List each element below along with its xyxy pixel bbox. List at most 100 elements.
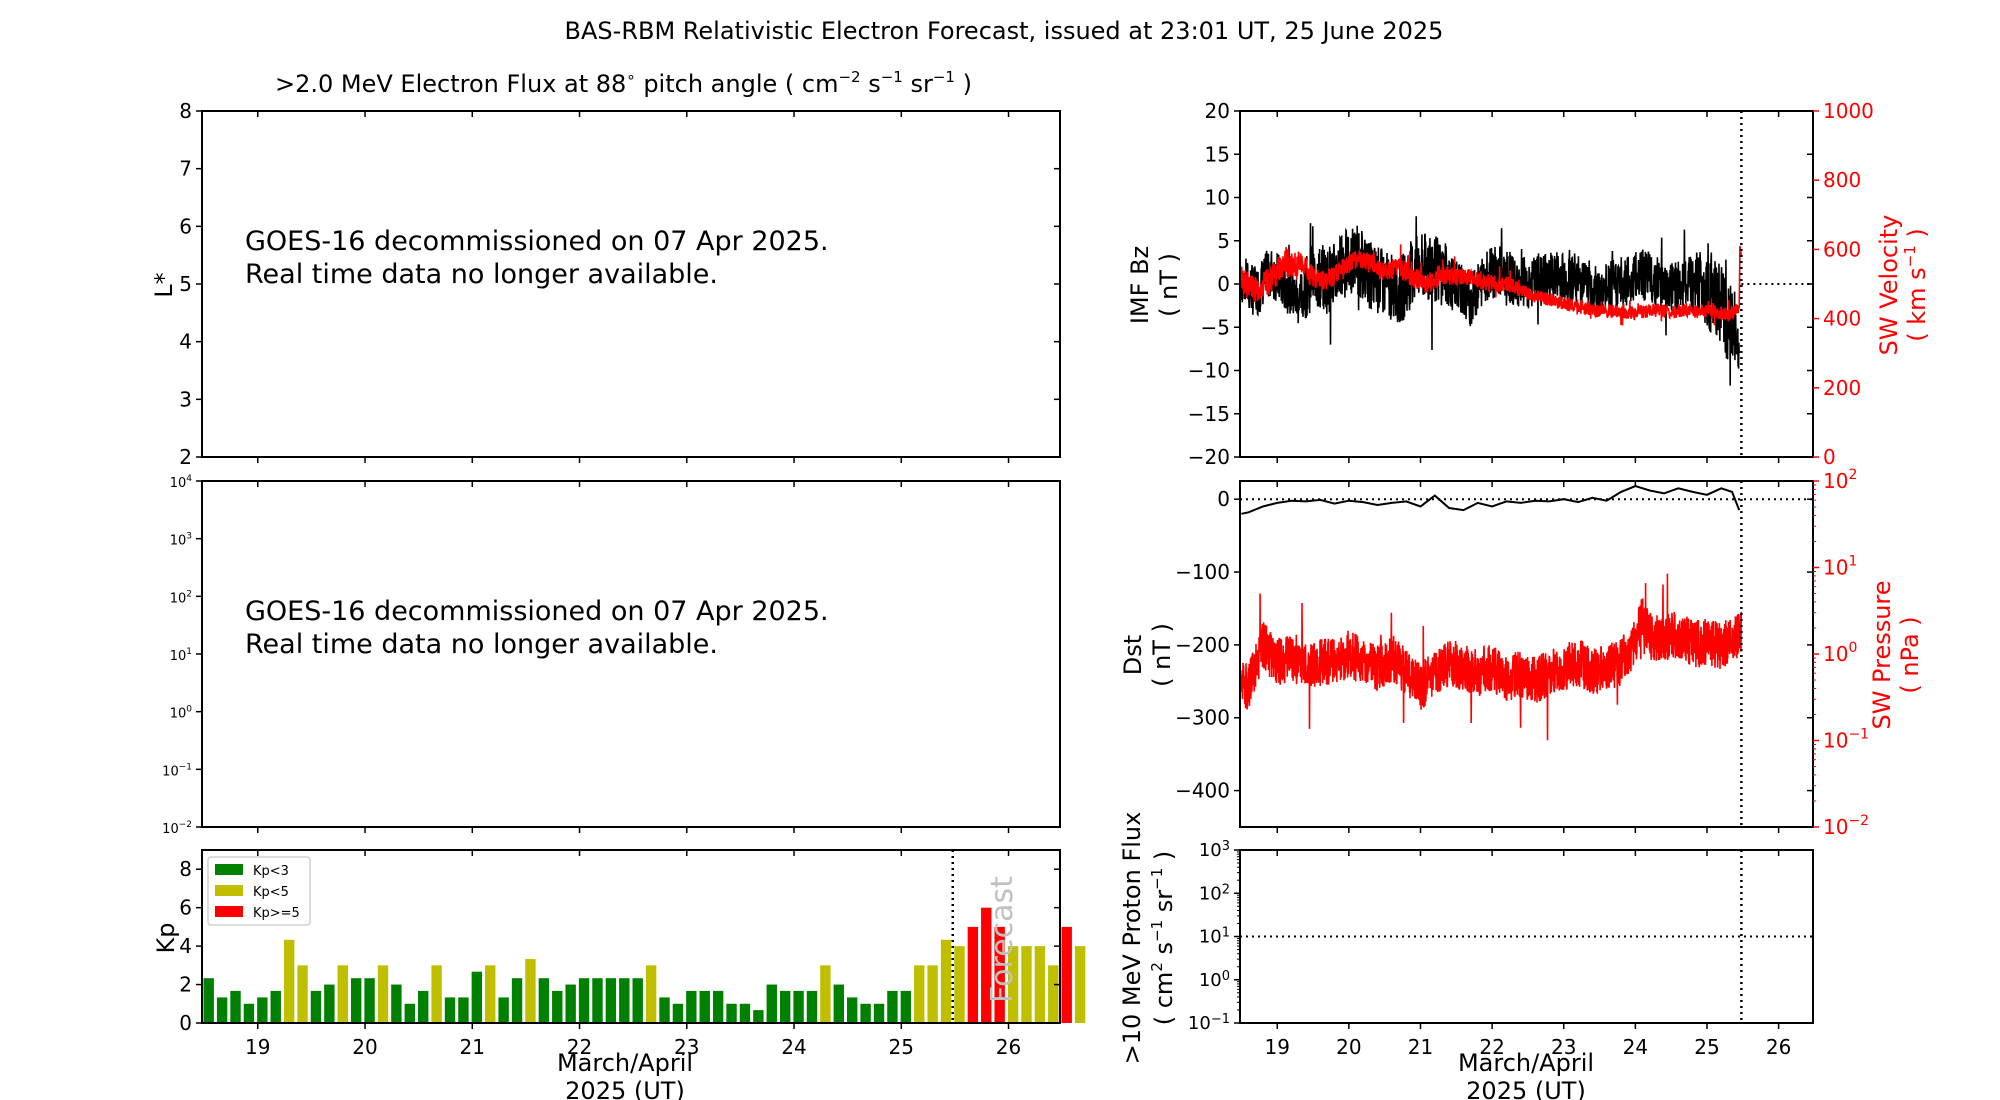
kp-bar (900, 990, 912, 1023)
x-tick-label: 26 (1766, 1035, 1791, 1059)
y-tick-label: −5 (1201, 315, 1230, 339)
imf-y-label-line1: IMF Bz (1126, 246, 1154, 324)
goes-message-line1: GOES-16 decommissioned on 07 Apr 2025. (245, 596, 829, 627)
kp-bar (1021, 946, 1032, 1023)
kp-bar (699, 990, 710, 1023)
kp-bar (753, 1010, 764, 1023)
x-tick-label: 22 (1479, 1035, 1504, 1059)
kp-bar (833, 984, 844, 1023)
dst-series (1241, 485, 1741, 515)
kp-bar (659, 997, 670, 1023)
x-tick-label: 21 (460, 1035, 485, 1059)
x-tick-label: 26 (996, 1035, 1021, 1059)
goes-message-line2: Real time data no longer available. (245, 629, 718, 660)
proton-x-label-line2: 2025 (UT) (1466, 1077, 1586, 1100)
dst-y-axis: −400 −300 −200 −100 0 (1175, 487, 1813, 803)
y-tick-label: 104 (170, 474, 193, 491)
y-tick-label: 101 (1823, 554, 1857, 580)
kp-bar (203, 978, 214, 1023)
y-tick-label: 10−1 (162, 762, 192, 779)
kp-bar (418, 990, 429, 1023)
y-tick-label: 7 (179, 157, 192, 181)
kp-bar (565, 984, 576, 1023)
y-tick-label: 800 (1823, 168, 1861, 192)
kp-bar (605, 978, 617, 1023)
x-tick-label: 25 (1694, 1035, 1719, 1059)
x-tick-label: 19 (1265, 1035, 1290, 1059)
kp-bar (619, 978, 630, 1023)
y-tick-label: 600 (1823, 237, 1861, 261)
dst-y-label-line2: ( nT ) (1148, 623, 1176, 687)
y-tick-label: 5 (179, 272, 192, 296)
x-tick-label: 22 (567, 1035, 592, 1059)
kp-bar (337, 965, 348, 1023)
y-tick-label: 4 (179, 330, 192, 354)
y-tick-label: 0 (1217, 272, 1230, 296)
sw-pressure-series (1240, 573, 1742, 741)
y-tick-label: 103 (170, 532, 192, 549)
sw-velocity-label-line1: SW Velocity (1875, 215, 1903, 356)
kp-bar (257, 997, 268, 1023)
x-tick-label: 19 (245, 1035, 270, 1059)
kp-legend-label-low: Kp<3 (253, 864, 289, 879)
kp-bar (498, 997, 509, 1023)
y-tick-label: 8 (179, 99, 192, 123)
y-tick-label: −10 (1188, 359, 1230, 383)
kp-bar (645, 965, 657, 1023)
proton-y-label-line2: ( cm2 s−1 sr−1 ) (1148, 851, 1178, 1026)
y-tick-label: 100 (1199, 969, 1230, 991)
sw-pressure-label-line1: SW Pressure (1868, 580, 1896, 729)
kp-bar (538, 978, 550, 1023)
kp-bar (230, 990, 241, 1023)
y-tick-label: 3 (179, 387, 192, 411)
sw-velocity-y-axis: 0 200 400 600 800 1000 (1813, 99, 1874, 469)
y-tick-label: 102 (170, 589, 192, 606)
x-tick-label: 23 (1551, 1035, 1576, 1059)
kp-y-label: Kp (152, 923, 180, 954)
proton-y-axis: 10−1 100 101 102 103 (1188, 839, 1240, 1034)
x-tick-label: 23 (674, 1035, 699, 1059)
sw-velocity-series (1240, 244, 1743, 326)
dst-x-axis (1276, 481, 1780, 833)
y-tick-label: 100 (1823, 640, 1857, 666)
kp-bar (1061, 926, 1072, 1023)
kp-forecast-label: Forecast (985, 876, 1020, 1003)
y-tick-label: 101 (1199, 926, 1230, 948)
y-tick-label: −100 (1175, 560, 1230, 584)
imf-bz-series (1240, 216, 1740, 386)
kp-bar (350, 978, 362, 1023)
kp-x-label-line1: March/April (557, 1049, 693, 1077)
kp-bar (216, 997, 228, 1023)
x-tick-label: 20 (352, 1035, 377, 1059)
figure-title: BAS-RBM Relativistic Electron Forecast, … (565, 17, 1444, 45)
y-tick-label: −200 (1175, 633, 1230, 657)
imf-y-axis: −20 −15 −10 −5 0 5 10 15 20 (1188, 99, 1813, 469)
kp-bar (1034, 946, 1046, 1023)
kp-plot-frame (201, 849, 1061, 1024)
kp-bar (793, 990, 804, 1023)
y-tick-label: 100 (170, 705, 193, 722)
kp-bar (324, 984, 335, 1023)
kp-bar (431, 965, 442, 1023)
kp-bar (686, 990, 697, 1023)
imf-x-axis (1276, 111, 1780, 463)
x-tick-label: 24 (781, 1035, 806, 1059)
x-tick-label: 20 (1336, 1035, 1361, 1059)
kp-bar (632, 978, 643, 1023)
sw-velocity-label-line2: ( km s−1 ) (1901, 228, 1931, 342)
y-tick-label: 200 (1823, 376, 1861, 400)
proton-x-label-line1: March/April (1458, 1049, 1594, 1077)
y-tick-label: −300 (1175, 706, 1230, 730)
proton-x-axis: 19 20 21 22 23 24 25 26 (1265, 850, 1791, 1059)
kp-bar (712, 990, 724, 1023)
kp-bar (994, 926, 1005, 1023)
proton-panel: 10−1 100 101 102 103 19 20 21 22 23 24 25 26 >10 Me… (1118, 812, 1814, 1100)
y-tick-label: 0 (1217, 487, 1230, 511)
kp-bar (940, 939, 952, 1023)
kp-bar (1074, 946, 1086, 1023)
y-tick-label: 400 (1823, 307, 1861, 331)
kp-bar (967, 926, 979, 1023)
